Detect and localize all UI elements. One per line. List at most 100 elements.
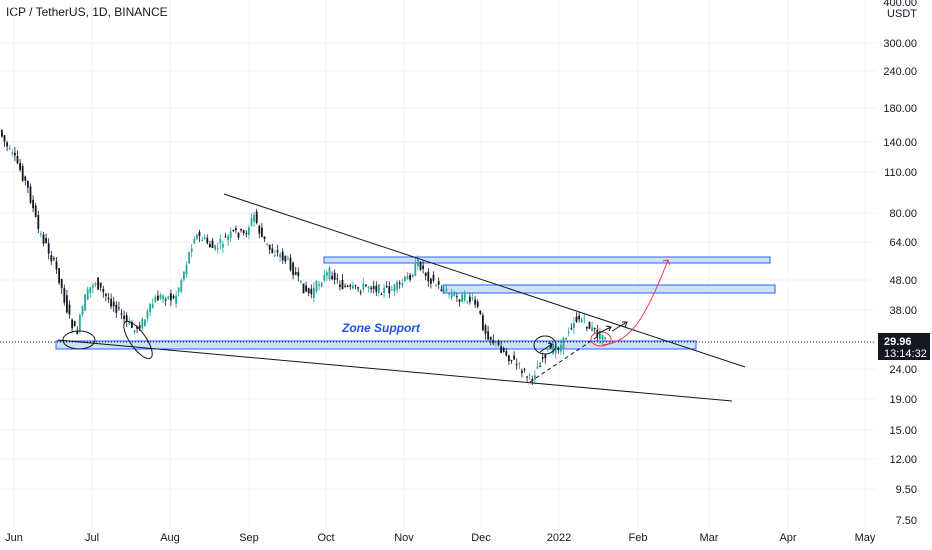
time-tick: Feb xyxy=(629,532,648,544)
candle-body xyxy=(211,240,214,249)
candle-body xyxy=(435,285,437,287)
candle-body xyxy=(45,238,47,243)
candle-body xyxy=(510,359,513,361)
candle-body xyxy=(326,272,328,276)
candle-body xyxy=(573,323,575,329)
time-axis[interactable]: Jun Jul Aug Sep Oct Nov Dec 2022 Feb Mar… xyxy=(0,528,932,550)
candle-body xyxy=(526,376,528,378)
candle-body xyxy=(456,295,458,297)
candle-body xyxy=(419,261,422,270)
time-tick: Apr xyxy=(779,532,796,544)
candle-body xyxy=(73,321,76,327)
candle-body xyxy=(531,379,534,381)
candle-body xyxy=(97,277,99,290)
candle-body xyxy=(575,316,578,322)
candle-body xyxy=(261,227,263,237)
candle-body xyxy=(328,267,331,280)
candle-body xyxy=(422,265,424,269)
candle-body xyxy=(253,214,255,222)
small-projection-arrow-2[interactable] xyxy=(596,325,612,335)
candle-body xyxy=(580,319,583,323)
candle-body xyxy=(193,238,196,244)
candle-body xyxy=(406,275,409,280)
candle-body xyxy=(27,181,29,188)
zone-support-label: Zone Support xyxy=(341,321,421,335)
time-tick: Nov xyxy=(394,532,414,544)
candle-body xyxy=(292,262,294,276)
candle-body xyxy=(276,250,279,253)
candle-body xyxy=(463,293,466,301)
candle-body xyxy=(164,299,167,301)
candle-body xyxy=(500,346,502,353)
resistance-zone-box-lower[interactable] xyxy=(442,284,776,294)
candle-body xyxy=(552,344,554,354)
candle-body xyxy=(159,294,162,299)
candle-body xyxy=(443,290,445,293)
candle-body xyxy=(144,319,146,326)
candle-body xyxy=(203,236,206,239)
candle-body xyxy=(63,288,66,303)
small-projection-arrow-1[interactable] xyxy=(539,342,553,353)
candle-body xyxy=(497,340,500,345)
candle-body xyxy=(177,287,180,293)
candle-body xyxy=(81,306,84,315)
candle-body xyxy=(105,293,107,296)
candle-body xyxy=(196,234,198,239)
candle-body xyxy=(162,295,164,300)
candle-body xyxy=(508,355,510,361)
projection-arrow[interactable] xyxy=(602,259,671,346)
candle-body xyxy=(471,297,474,299)
candle-body xyxy=(198,231,201,237)
price-tick: 140.00 xyxy=(883,137,917,149)
candle-body xyxy=(578,315,580,320)
candle-body xyxy=(149,303,151,312)
candle-body xyxy=(167,296,170,299)
candle-body xyxy=(110,298,112,307)
candle-body xyxy=(536,366,539,369)
candle-body xyxy=(375,285,378,292)
support-zone-box[interactable] xyxy=(55,340,697,350)
candle-body xyxy=(476,301,479,307)
candle-body xyxy=(300,280,302,283)
candle-body xyxy=(240,229,242,231)
swing-high-marker[interactable] xyxy=(533,335,557,355)
candle-body xyxy=(237,232,240,238)
candle-body xyxy=(310,288,313,295)
lower-trendline[interactable] xyxy=(57,339,733,402)
candle-body xyxy=(484,325,487,334)
candle-body xyxy=(248,227,250,235)
candle-body xyxy=(190,248,193,252)
candle-body xyxy=(133,329,136,333)
candle-body xyxy=(245,232,248,235)
candle-body xyxy=(79,314,81,331)
rising-support-line[interactable] xyxy=(529,334,601,383)
resistance-zone-box-upper[interactable] xyxy=(323,256,771,264)
candle-body xyxy=(523,369,526,371)
candle-body xyxy=(154,296,157,303)
candle-body xyxy=(172,296,175,299)
price-tick: 64.00 xyxy=(889,237,917,249)
candle-body xyxy=(146,311,149,319)
candle-body xyxy=(570,327,573,329)
candle-body xyxy=(430,278,432,284)
candle-body xyxy=(6,142,8,147)
candle-body xyxy=(37,215,40,230)
price-axis[interactable]: USDT 400.00 300.00 240.00 180.00 140.00 … xyxy=(876,0,932,528)
candle-body xyxy=(136,326,138,329)
candle-body xyxy=(521,370,523,373)
candle-body xyxy=(380,294,383,296)
candle-body xyxy=(417,258,419,267)
candle-body xyxy=(383,287,385,293)
candle-body xyxy=(502,347,505,352)
candle-body xyxy=(336,278,339,280)
swing-low-marker-1[interactable] xyxy=(62,330,96,350)
candle-body xyxy=(560,344,562,352)
upper-trendline[interactable] xyxy=(223,193,746,368)
candlestick-series xyxy=(1,129,606,386)
small-projection-arrow-3[interactable] xyxy=(611,321,628,332)
candle-body xyxy=(281,251,284,261)
horizontal-grid xyxy=(0,42,876,490)
swing-low-marker-2[interactable] xyxy=(119,317,157,362)
candle-body xyxy=(396,281,398,290)
